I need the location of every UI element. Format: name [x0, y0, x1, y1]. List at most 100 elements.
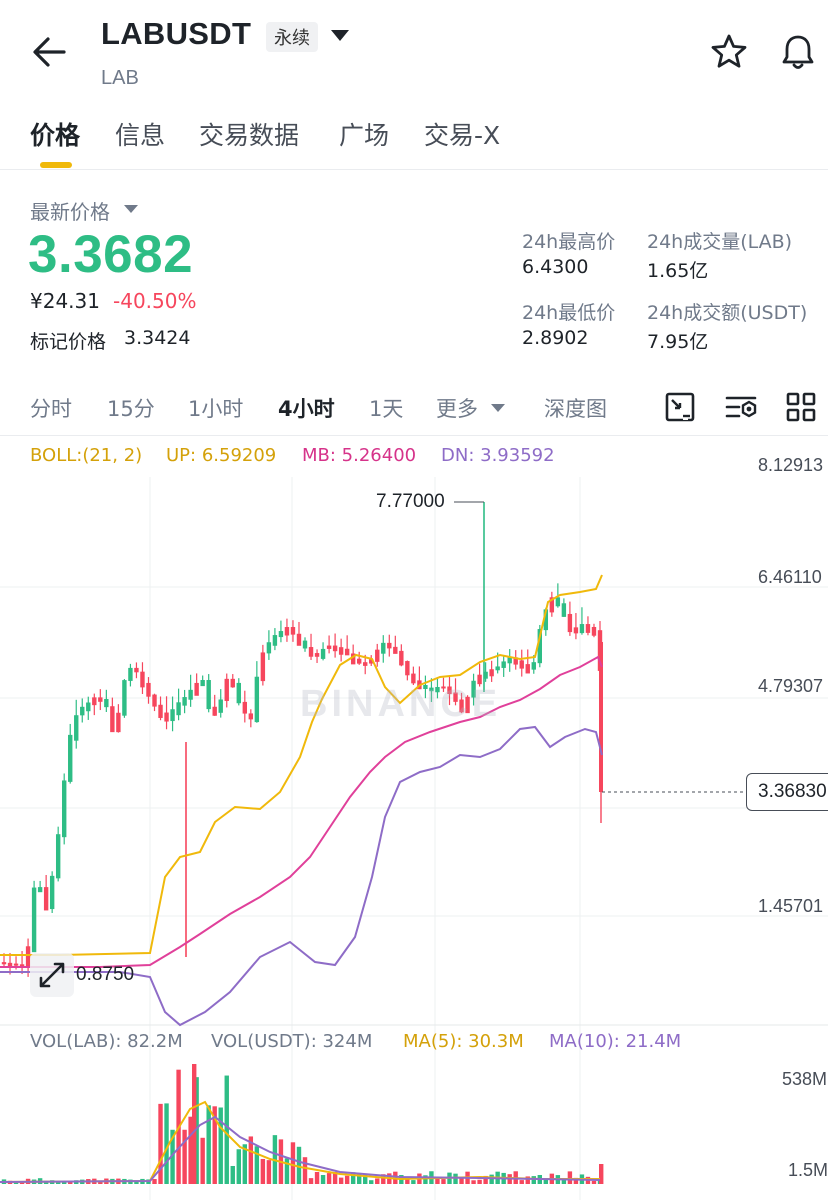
watermark: BINANCE [300, 683, 502, 725]
tab-trade-x[interactable]: 交易-X [424, 121, 501, 150]
chart-settings-icon[interactable] [724, 390, 758, 424]
volume-bar [236, 1149, 241, 1184]
tab-info[interactable]: 信息 [115, 121, 166, 150]
price-axis-label: 6.46110 [758, 567, 822, 587]
candle-body [158, 704, 163, 718]
candle-body [555, 597, 561, 607]
candle-body [435, 687, 440, 693]
interval-1h[interactable]: 1小时 [188, 397, 244, 421]
price-axis-label: 1.45701 [758, 896, 824, 916]
candle-body [200, 680, 205, 687]
volume-bar [290, 1142, 296, 1184]
bell-icon[interactable] [778, 32, 818, 72]
interval-time[interactable]: 分时 [30, 397, 72, 421]
symbol-dropdown-icon[interactable] [331, 30, 349, 41]
candle-body [254, 676, 260, 723]
interval-15m[interactable]: 15分 [107, 397, 155, 421]
volume-bar [405, 1179, 410, 1184]
candle-body [128, 667, 133, 681]
volume-bar [332, 1172, 338, 1184]
boll-upper-line [0, 574, 603, 956]
volume-bar [561, 1179, 567, 1184]
candle-body [74, 715, 79, 741]
candle-body [465, 696, 470, 714]
candle-body [122, 680, 127, 716]
current-price-tag: 3.36830 [746, 773, 828, 811]
low-24h-label: 24h最低价 [522, 302, 616, 324]
candle-body [423, 685, 428, 689]
price-change-percent: -40.50% [113, 289, 197, 313]
volume-bar [192, 1064, 197, 1184]
candle-body [513, 657, 518, 665]
interval-bar: 分时 15分 1小时 4小时 1天 更多 深度图 [0, 380, 828, 436]
volume-quote-label: 24h成交额(USDT) [647, 302, 808, 324]
candle-body [25, 946, 31, 966]
tab-square[interactable]: 广场 [339, 121, 390, 150]
price-axis-label: 4.79307 [758, 676, 824, 696]
expand-chart-button[interactable] [30, 953, 74, 997]
more-dropdown-icon[interactable] [491, 404, 505, 412]
base-asset-label: LAB [101, 67, 139, 89]
grid-layout-icon[interactable] [784, 390, 818, 424]
volume-bar [182, 1129, 187, 1184]
candle-body [387, 642, 392, 649]
candle-body [116, 712, 121, 733]
candle-body [393, 646, 398, 654]
volume-ma10: MA(10): 21.4M [549, 1031, 682, 1052]
volume-bar [459, 1178, 464, 1184]
volume-ma10-line [0, 1115, 601, 1183]
candle-body [338, 647, 344, 655]
candle-body [308, 647, 314, 657]
candle-body [194, 682, 199, 696]
volume-bar [248, 1136, 254, 1184]
volume-bar [296, 1146, 302, 1184]
boll-up-value: UP: 6.59209 [166, 445, 277, 466]
volume-bar [599, 1164, 604, 1184]
candle-body [543, 609, 549, 631]
candle-body [501, 661, 506, 668]
volume-bar [170, 1129, 175, 1184]
candle-body [567, 613, 573, 633]
candle-body [80, 706, 85, 716]
symbol-title[interactable]: LABUSDT [101, 16, 252, 51]
volume-bar [338, 1177, 344, 1184]
candle-body [272, 635, 278, 646]
last-price-dropdown-icon[interactable] [124, 205, 138, 213]
volume-bar [302, 1157, 308, 1184]
interval-4h[interactable]: 4小时 [278, 397, 335, 421]
candle-body [140, 671, 145, 688]
tab-trading-data[interactable]: 交易数据 [199, 121, 300, 150]
candle-body [230, 678, 235, 688]
back-arrow-icon[interactable] [30, 34, 70, 70]
interval-more[interactable]: 更多 [436, 397, 478, 421]
candle-body [326, 645, 332, 649]
volume-bar [284, 1158, 290, 1184]
interval-1d[interactable]: 1天 [369, 397, 404, 421]
indicator-settings-icon[interactable] [663, 390, 697, 424]
volume-axis-label: 1.5M [788, 1160, 828, 1180]
volume-bar [441, 1179, 446, 1184]
candle-body [585, 624, 591, 633]
candle-body [43, 887, 49, 911]
candle-body [164, 712, 169, 722]
volume-quote-value: 7.95亿 [647, 331, 709, 353]
volume-bar [200, 1137, 205, 1184]
volume-base-label: 24h成交量(LAB) [647, 231, 793, 253]
tab-price[interactable]: 价格 [30, 121, 81, 150]
candlestick-chart[interactable] [0, 437, 828, 1200]
candle-body [302, 640, 308, 649]
header-bar: LABUSDT 永续 LAB [0, 0, 828, 100]
candle-body [549, 597, 555, 613]
candle-body [284, 627, 290, 636]
star-icon[interactable] [710, 33, 748, 71]
candle-body [573, 627, 579, 634]
last-price-label[interactable]: 最新价格 [30, 200, 110, 224]
volume-bar [152, 1179, 157, 1184]
candle-body [110, 706, 115, 733]
volume-bar [308, 1178, 314, 1184]
volume-bar [242, 1144, 248, 1184]
depth-chart-tab[interactable]: 深度图 [544, 397, 607, 421]
volume-bar [453, 1173, 458, 1184]
volume-bar [134, 1180, 139, 1184]
volume-bar [206, 1105, 211, 1184]
